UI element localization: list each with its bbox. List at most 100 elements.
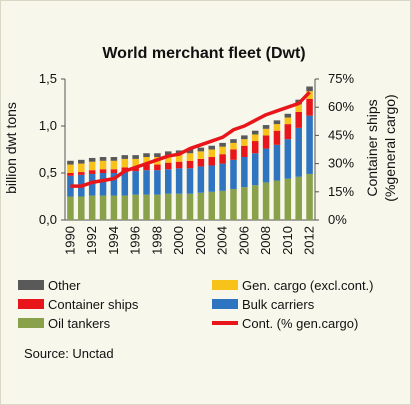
bar-bulk-carriers-2011 — [295, 127, 302, 177]
bar-oil-tankers-1994 — [110, 195, 118, 220]
bar-oil-tankers-2006 — [241, 187, 248, 220]
bar-other-2012 — [306, 86, 313, 92]
x-tick-label: 1990 — [62, 226, 77, 255]
bar-bulk-carriers-2010 — [284, 139, 292, 179]
bar-container-ships-1991 — [78, 172, 85, 175]
bar-gen-cargo-excl-cont-2001 — [186, 153, 194, 161]
bar-container-ships-2004 — [219, 154, 226, 164]
x-tick-label: 1998 — [149, 226, 164, 255]
x-tick-label: 2012 — [302, 226, 317, 255]
bar-gen-cargo-excl-cont-1993 — [99, 160, 107, 170]
bar-oil-tankers-2008 — [262, 182, 270, 220]
x-tick-label: 2008 — [258, 226, 273, 255]
bar-gen-cargo-excl-cont-1999 — [165, 155, 172, 163]
bar-oil-tankers-2007 — [251, 185, 259, 220]
y2-axis-title-line1: Container ships — [364, 99, 380, 196]
bar-container-ships-2010 — [284, 124, 292, 140]
bar-gen-cargo-excl-cont-2007 — [251, 134, 259, 142]
bar-oil-tankers-1993 — [99, 195, 107, 220]
bar-gen-cargo-excl-cont-2006 — [241, 139, 248, 146]
x-tick-label: 1992 — [84, 226, 99, 255]
bar-container-ships-2003 — [208, 157, 215, 166]
bar-oil-tankers-2010 — [284, 178, 292, 220]
source-note: Source: Unctad — [24, 346, 114, 361]
y2-tick-label: 60% — [328, 99, 354, 114]
bar-gen-cargo-excl-cont-1995 — [121, 158, 129, 168]
bar-gen-cargo-excl-cont-2008 — [262, 128, 270, 136]
bar-container-ships-1990 — [67, 173, 74, 176]
x-tick-label: 1996 — [128, 226, 143, 255]
bar-container-ships-2011 — [295, 111, 302, 128]
bar-container-ships-2001 — [186, 160, 194, 169]
bar-oil-tankers-2009 — [273, 180, 281, 220]
x-tick-label: 2006 — [236, 226, 251, 255]
bar-oil-tankers-1990 — [67, 196, 74, 220]
bar-gen-cargo-excl-cont-2010 — [284, 117, 292, 125]
bar-other-1997 — [143, 153, 150, 158]
bar-oil-tankers-1995 — [121, 195, 129, 220]
bar-bulk-carriers-2000 — [175, 168, 183, 194]
bar-gen-cargo-excl-cont-1990 — [67, 164, 74, 173]
bar-bulk-carriers-2006 — [241, 157, 248, 188]
bar-oil-tankers-1999 — [165, 193, 172, 220]
bar-gen-cargo-excl-cont-2002 — [197, 151, 205, 159]
bar-oil-tankers-2000 — [175, 193, 183, 220]
bar-other-1990 — [67, 160, 74, 165]
y2-tick-label: 0% — [328, 212, 347, 227]
bar-gen-cargo-excl-cont-2003 — [208, 149, 215, 158]
bar-other-2005 — [230, 139, 237, 143]
bar-gen-cargo-excl-cont-1996 — [132, 158, 139, 167]
bar-container-ships-2008 — [262, 135, 270, 149]
bar-other-2003 — [208, 145, 215, 150]
bar-bulk-carriers-2001 — [186, 168, 194, 194]
x-tick-label: 2004 — [215, 226, 230, 255]
bar-gen-cargo-excl-cont-2011 — [295, 104, 302, 112]
bar-gen-cargo-excl-cont-2012 — [306, 91, 313, 99]
bar-other-2002 — [197, 147, 205, 152]
bar-oil-tankers-2002 — [197, 192, 205, 220]
bar-container-ships-2002 — [197, 158, 205, 167]
bar-bulk-carriers-1999 — [165, 169, 172, 194]
bar-other-1993 — [99, 157, 107, 161]
bar-gen-cargo-excl-cont-1991 — [78, 163, 85, 173]
legend-label-container-ships: Container ships — [48, 297, 139, 312]
legend-swatch-container-ships — [18, 299, 44, 309]
bar-bulk-carriers-2004 — [219, 163, 226, 191]
y2-tick-label: 15% — [328, 184, 354, 199]
bar-container-ships-1998 — [154, 164, 161, 171]
bar-bulk-carriers-1994 — [110, 173, 118, 196]
bar-container-ships-1992 — [88, 170, 96, 174]
bar-other-2008 — [262, 125, 270, 129]
bar-container-ships-2005 — [230, 149, 237, 160]
legend-label-other: Other — [48, 278, 81, 293]
bar-gen-cargo-excl-cont-1992 — [88, 161, 96, 171]
bar-other-2009 — [273, 120, 281, 125]
bar-container-ships-2009 — [273, 130, 281, 145]
bar-other-1995 — [121, 155, 129, 159]
bar-container-ships-2012 — [306, 98, 313, 116]
bar-oil-tankers-2004 — [219, 190, 226, 220]
bar-gen-cargo-excl-cont-2000 — [175, 154, 183, 162]
x-tick-label: 1994 — [106, 226, 121, 255]
bar-oil-tankers-2001 — [186, 193, 194, 220]
bar-container-ships-2000 — [175, 161, 183, 169]
x-tick-label: 2000 — [171, 226, 186, 255]
y2-tick-label: 45% — [328, 127, 354, 142]
bar-bulk-carriers-1996 — [132, 171, 139, 195]
bar-bulk-carriers-2009 — [273, 144, 281, 181]
bar-container-ships-2006 — [241, 145, 248, 158]
legend-label-gen-cargo-excl-cont: Gen. cargo (excl.cont.) — [242, 278, 374, 293]
y2-tick-label: 75% — [328, 71, 354, 86]
x-tick-label: 2010 — [280, 226, 295, 255]
bar-gen-cargo-excl-cont-1994 — [110, 160, 118, 170]
bar-gen-cargo-excl-cont-2009 — [273, 124, 281, 131]
bar-container-ships-1994 — [110, 169, 118, 173]
chart-title: World merchant fleet (Dwt) — [102, 45, 305, 62]
bar-other-1991 — [78, 159, 85, 164]
bar-oil-tankers-1997 — [143, 194, 150, 220]
bar-bulk-carriers-2008 — [262, 148, 270, 183]
bar-container-ships-2007 — [251, 141, 259, 154]
bar-bulk-carriers-1998 — [154, 170, 161, 195]
legend-swatch-gen-cargo-excl-cont — [212, 280, 238, 290]
bar-bulk-carriers-2012 — [306, 115, 313, 174]
